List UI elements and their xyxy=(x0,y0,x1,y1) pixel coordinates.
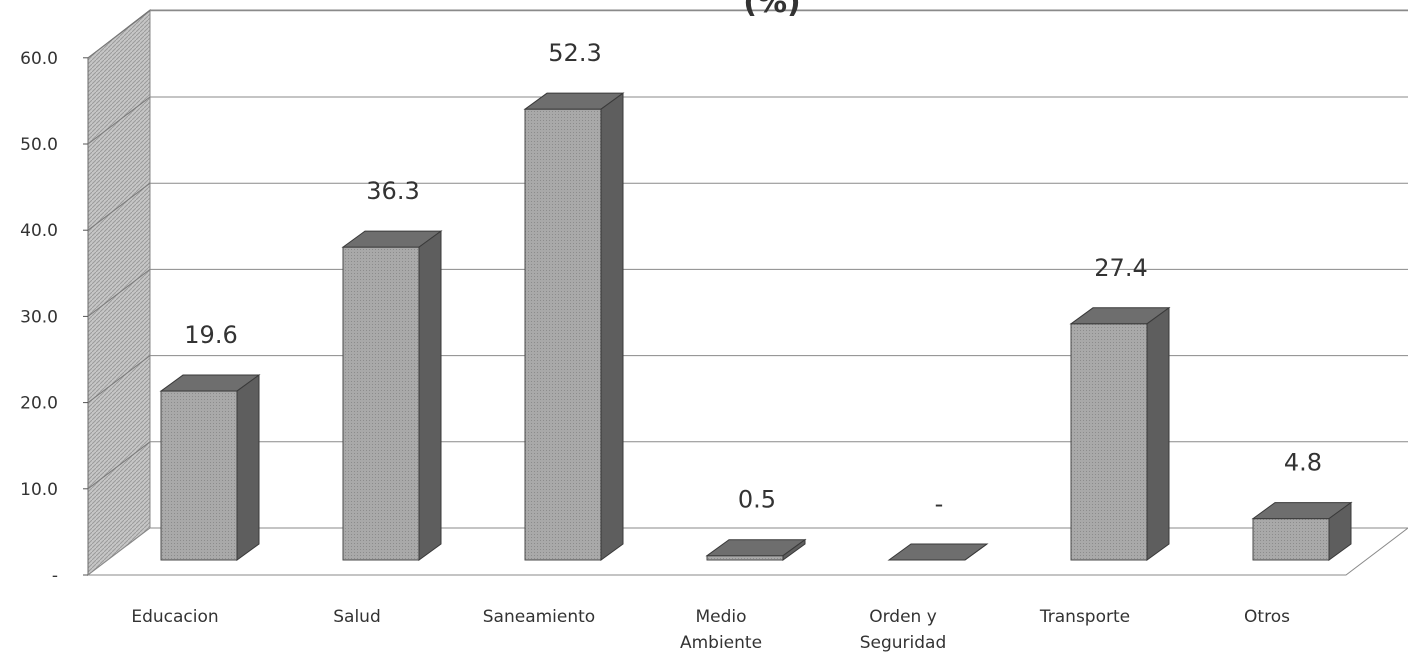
bar-side xyxy=(236,374,260,561)
y-tick-label: 50.0 xyxy=(20,135,58,155)
gridlines xyxy=(87,10,1408,490)
data-label: 36.3 xyxy=(366,177,419,205)
bar-front xyxy=(160,390,238,561)
category-labels: Educacion Salud Saneamiento Medio Ambiente Or… xyxy=(131,607,1290,653)
bar-side xyxy=(1146,306,1170,561)
category-label: Educacion xyxy=(131,607,218,627)
y-tick-label: 60.0 xyxy=(20,49,58,69)
chart-title-fragment: (%) xyxy=(743,0,800,20)
data-labels: 19.6 36.3 52.3 0.5 - 27.4 4.8 xyxy=(184,39,1322,518)
bar xyxy=(1251,501,1353,561)
category-label: Medio xyxy=(695,607,746,627)
y-tick-label: 40.0 xyxy=(20,221,58,241)
data-label: 27.4 xyxy=(1094,254,1147,282)
category-label: Orden y xyxy=(869,607,937,627)
bar-side xyxy=(782,538,806,561)
category-label: Ambiente xyxy=(680,633,762,653)
data-label: 4.8 xyxy=(1284,449,1322,477)
gridline-side xyxy=(87,269,151,317)
bar-side xyxy=(1328,501,1352,561)
data-label: 52.3 xyxy=(548,39,601,67)
bar-front xyxy=(1070,323,1148,561)
bar-front xyxy=(706,555,784,561)
category-label: Saneamiento xyxy=(483,607,595,627)
bar xyxy=(159,374,261,561)
y-tick-label: 10.0 xyxy=(20,480,58,500)
bar xyxy=(1069,306,1171,561)
bar xyxy=(523,92,625,561)
bar-front xyxy=(342,246,420,561)
y-tick-label: - xyxy=(52,566,58,586)
bar-front xyxy=(1252,518,1330,561)
bar-side xyxy=(418,230,442,561)
category-label: Transporte xyxy=(1039,607,1130,627)
gridline-side xyxy=(87,96,151,145)
bar-side xyxy=(964,543,988,561)
y-tick-label: 30.0 xyxy=(20,307,58,327)
gridline-side xyxy=(87,355,151,403)
bar xyxy=(705,538,807,561)
bar-side xyxy=(600,92,624,561)
gridline-side xyxy=(87,182,151,231)
category-label: Salud xyxy=(333,607,381,627)
bar xyxy=(887,543,989,561)
data-label: - xyxy=(935,490,944,518)
bar xyxy=(341,230,443,561)
y-tick-label: 20.0 xyxy=(20,394,58,414)
y-axis: - 10.0 20.0 30.0 40.0 50.0 60.0 xyxy=(20,49,88,586)
bars xyxy=(159,92,1353,561)
data-label: 19.6 xyxy=(184,321,237,349)
category-label: Otros xyxy=(1244,607,1290,627)
gridline-side xyxy=(87,441,151,490)
bar-front xyxy=(524,108,602,561)
category-label: Seguridad xyxy=(860,633,947,653)
gridline-side xyxy=(87,10,151,59)
data-label: 0.5 xyxy=(738,486,776,514)
